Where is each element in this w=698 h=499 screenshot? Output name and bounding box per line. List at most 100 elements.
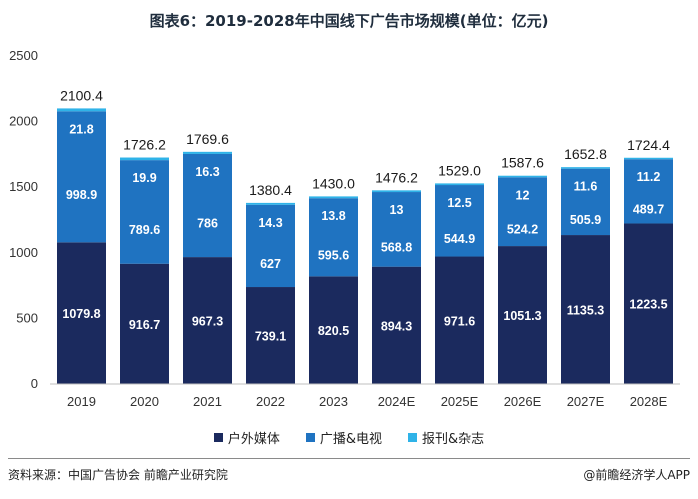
bar-segment-outdoor (57, 242, 106, 384)
data-label-total: 1529.0 (438, 162, 481, 178)
data-label-total: 1652.8 (564, 146, 607, 162)
data-label-broadcast-tv: 544.9 (444, 232, 475, 246)
source-note: 资料来源：中国广告协会 前瞻产业研究院 (8, 468, 228, 482)
bar-segment-broadcast-tv (561, 168, 610, 236)
footer-divider (8, 458, 690, 459)
x-axis: 2019 2020 2021 2022 2023 2024E 2025E 2026E 2027E… (50, 383, 680, 409)
data-label-total: 1726.2 (123, 137, 166, 153)
legend-item-print: 报刊&杂志 (408, 428, 484, 447)
data-label-broadcast-tv: 998.9 (66, 188, 97, 202)
y-tick-label: 2500 (9, 48, 38, 63)
legend-item-broadcast-tv: 广播&电视 (305, 428, 382, 447)
x-tick-label: 2025E (441, 394, 479, 409)
data-label-print: 12.5 (447, 196, 471, 210)
y-tick-label: 1500 (9, 179, 38, 194)
y-tick-label: 1000 (9, 245, 38, 260)
data-label-broadcast-tv: 489.7 (633, 202, 664, 216)
y-axis: 0 500 1000 1500 2000 2500 (9, 48, 38, 391)
bar-segment-outdoor (435, 256, 484, 384)
data-label-broadcast-tv: 505.9 (570, 213, 601, 227)
legend: 户外媒体 广播&电视 报刊&杂志 (0, 428, 698, 447)
bar-segment-print (498, 175, 547, 178)
x-tick-label: 2026E (504, 394, 542, 409)
data-label-broadcast-tv: 789.6 (129, 223, 160, 237)
x-tick-label: 2019 (67, 394, 96, 409)
x-tick-label: 2022 (256, 394, 285, 409)
data-label-total: 2100.4 (60, 87, 103, 103)
data-label-outdoor: 894.3 (381, 319, 412, 333)
data-label-broadcast-tv: 786 (197, 217, 218, 231)
data-label-print: 19.9 (132, 171, 156, 185)
data-label-print: 11.6 (574, 180, 598, 194)
bar-segment-print (246, 202, 295, 205)
x-tick-label: 2021 (193, 394, 222, 409)
data-label-outdoor: 971.6 (444, 314, 475, 328)
legend-label-broadcast-tv: 广播&电视 (319, 432, 382, 447)
chart-title: 图表6：2019-2028年中国线下广告市场规模(单位：亿元) (149, 12, 549, 30)
data-label-outdoor: 1135.3 (567, 304, 605, 318)
bar-segment-outdoor (624, 223, 673, 384)
bar-segment-broadcast-tv (309, 198, 358, 277)
x-tick-label: 2028E (630, 394, 668, 409)
legend-swatch-broadcast-tv (305, 433, 315, 442)
data-label-outdoor: 967.3 (192, 315, 223, 329)
data-label-broadcast-tv: 524.2 (507, 223, 538, 237)
legend-swatch-outdoor (213, 433, 223, 442)
data-label-outdoor: 1051.3 (503, 309, 541, 323)
data-label-print: 11.2 (637, 170, 661, 184)
credit: @前瞻经济学人APP (583, 466, 690, 483)
bar-segment-print (309, 196, 358, 199)
bar-segment-broadcast-tv (435, 185, 484, 257)
legend-label-outdoor: 户外媒体 (227, 432, 280, 447)
legend-label-print: 报刊&杂志 (422, 432, 485, 447)
data-label-outdoor: 1223.5 (629, 298, 667, 312)
data-label-outdoor: 916.7 (129, 318, 160, 332)
data-label-total: 1724.4 (627, 137, 670, 153)
data-label-broadcast-tv: 595.6 (318, 248, 349, 262)
bar-segment-broadcast-tv (246, 204, 295, 288)
x-tick-label: 2020 (130, 394, 159, 409)
x-tick-label: 2027E (567, 394, 605, 409)
bar-segment-broadcast-tv (372, 192, 421, 267)
data-label-outdoor: 739.1 (255, 330, 286, 344)
legend-item-outdoor: 户外媒体 (213, 428, 280, 447)
bar-segment-print (372, 190, 421, 193)
data-label-total: 1380.4 (249, 182, 292, 198)
data-label-print: 14.3 (258, 216, 282, 230)
legend-swatch-print (408, 433, 417, 442)
data-label-broadcast-tv: 627 (260, 257, 281, 271)
bar-segment-broadcast-tv (624, 159, 673, 224)
data-label-print: 13.8 (321, 209, 345, 223)
credit-text: @前瞻经济学人APP (583, 468, 690, 482)
bar-segment-broadcast-tv (120, 160, 169, 264)
bar-segment-outdoor (498, 246, 547, 384)
bar-segment-print (183, 151, 232, 154)
bar-segment-print (435, 183, 484, 186)
data-label-outdoor: 1079.8 (62, 307, 100, 321)
bar-segment-print (57, 108, 106, 112)
bar-segment-outdoor (309, 276, 358, 384)
bar-chart: 0 500 1000 1500 2000 2500 1079.8 998.9 21.8 2100… (9, 48, 680, 409)
bar-segment-print (561, 167, 610, 169)
data-label-total: 1430.0 (312, 175, 355, 191)
bar-segment-outdoor (120, 263, 169, 384)
data-label-print: 13 (390, 203, 404, 217)
data-label-total: 1769.6 (186, 131, 229, 147)
bar-segment-outdoor (372, 266, 421, 384)
bar-segment-outdoor (561, 235, 610, 384)
data-label-outdoor: 820.5 (318, 324, 349, 338)
y-tick-label: 500 (16, 310, 38, 325)
y-tick-label: 2000 (9, 114, 38, 129)
x-tick-label: 2024E (378, 394, 416, 409)
bar-segment-print (120, 157, 169, 161)
data-label-print: 21.8 (69, 122, 93, 136)
bars-group: 1079.8 998.9 21.8 2100.4 916.7 789.6 19.9 1726.… (57, 87, 673, 384)
bar-segment-broadcast-tv (57, 111, 106, 243)
bar-segment-broadcast-tv (183, 153, 232, 258)
bar-segment-print (624, 157, 673, 160)
bar-segment-outdoor (246, 287, 295, 384)
data-label-print: 16.3 (195, 165, 219, 179)
data-label-print: 12 (516, 188, 530, 202)
y-tick-label: 0 (31, 376, 38, 391)
data-label-broadcast-tv: 568.8 (381, 240, 412, 254)
